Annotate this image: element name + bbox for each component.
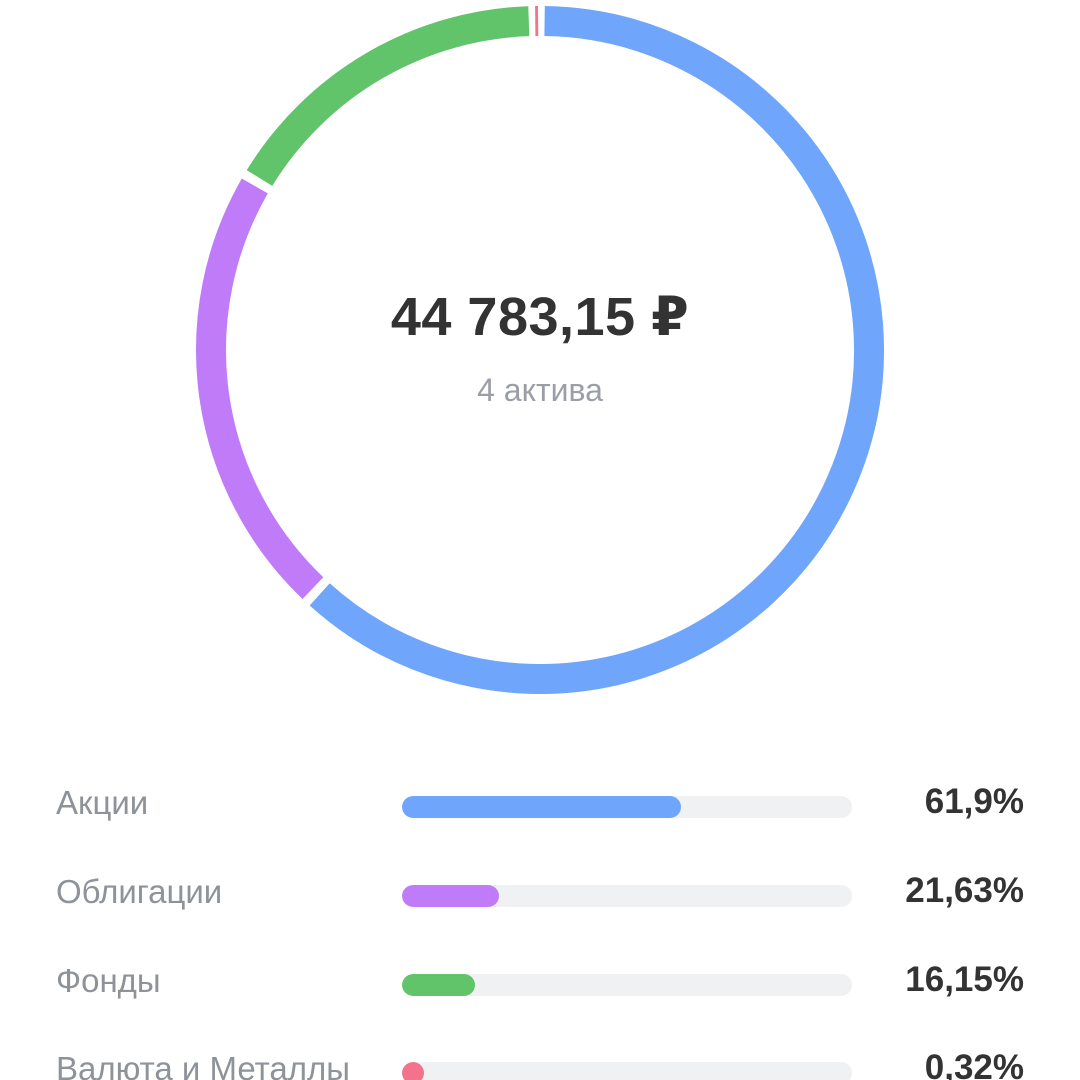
- allocation-label: Фонды: [56, 962, 161, 999]
- allocation-percent: 61,9%: [924, 782, 1024, 821]
- donut-segment-funds[interactable]: [246, 6, 530, 186]
- allocation-percent: 21,63%: [905, 871, 1024, 910]
- allocation-percent: 0,32%: [924, 1048, 1024, 1080]
- allocation-donut-chart: 44 783,15 ₽ 4 актива: [196, 6, 884, 694]
- allocation-row-bonds[interactable]: Облигации 21,63%: [0, 865, 1080, 925]
- allocation-label: Облигации: [56, 873, 223, 910]
- allocation-label: Акции: [56, 784, 149, 821]
- donut-segment-bonds[interactable]: [196, 178, 324, 599]
- allocation-bar-fill: [402, 974, 475, 996]
- allocation-bar-track: [402, 796, 852, 818]
- allocation-bar-fill: [402, 885, 500, 907]
- portfolio-total-value: 44 783,15 ₽: [390, 287, 690, 347]
- allocation-percent: 16,15%: [905, 960, 1024, 999]
- donut-segment-stocks[interactable]: [309, 6, 884, 694]
- allocation-bar-track: [402, 974, 852, 996]
- allocation-bar-fill: [402, 796, 681, 818]
- allocation-bar-fill: [402, 1062, 424, 1080]
- asset-count-label: 4 актива: [477, 372, 603, 408]
- allocation-label: Валюта и Металлы: [56, 1050, 350, 1080]
- allocation-bar-track: [402, 885, 852, 907]
- allocation-row-stocks[interactable]: Акции 61,9%: [0, 776, 1080, 836]
- donut-svg: [196, 6, 884, 694]
- allocation-row-currency-metals[interactable]: Валюта и Металлы 0,32%: [0, 1042, 1080, 1080]
- allocation-bar-track: [402, 1062, 852, 1080]
- allocation-row-funds[interactable]: Фонды 16,15%: [0, 954, 1080, 1014]
